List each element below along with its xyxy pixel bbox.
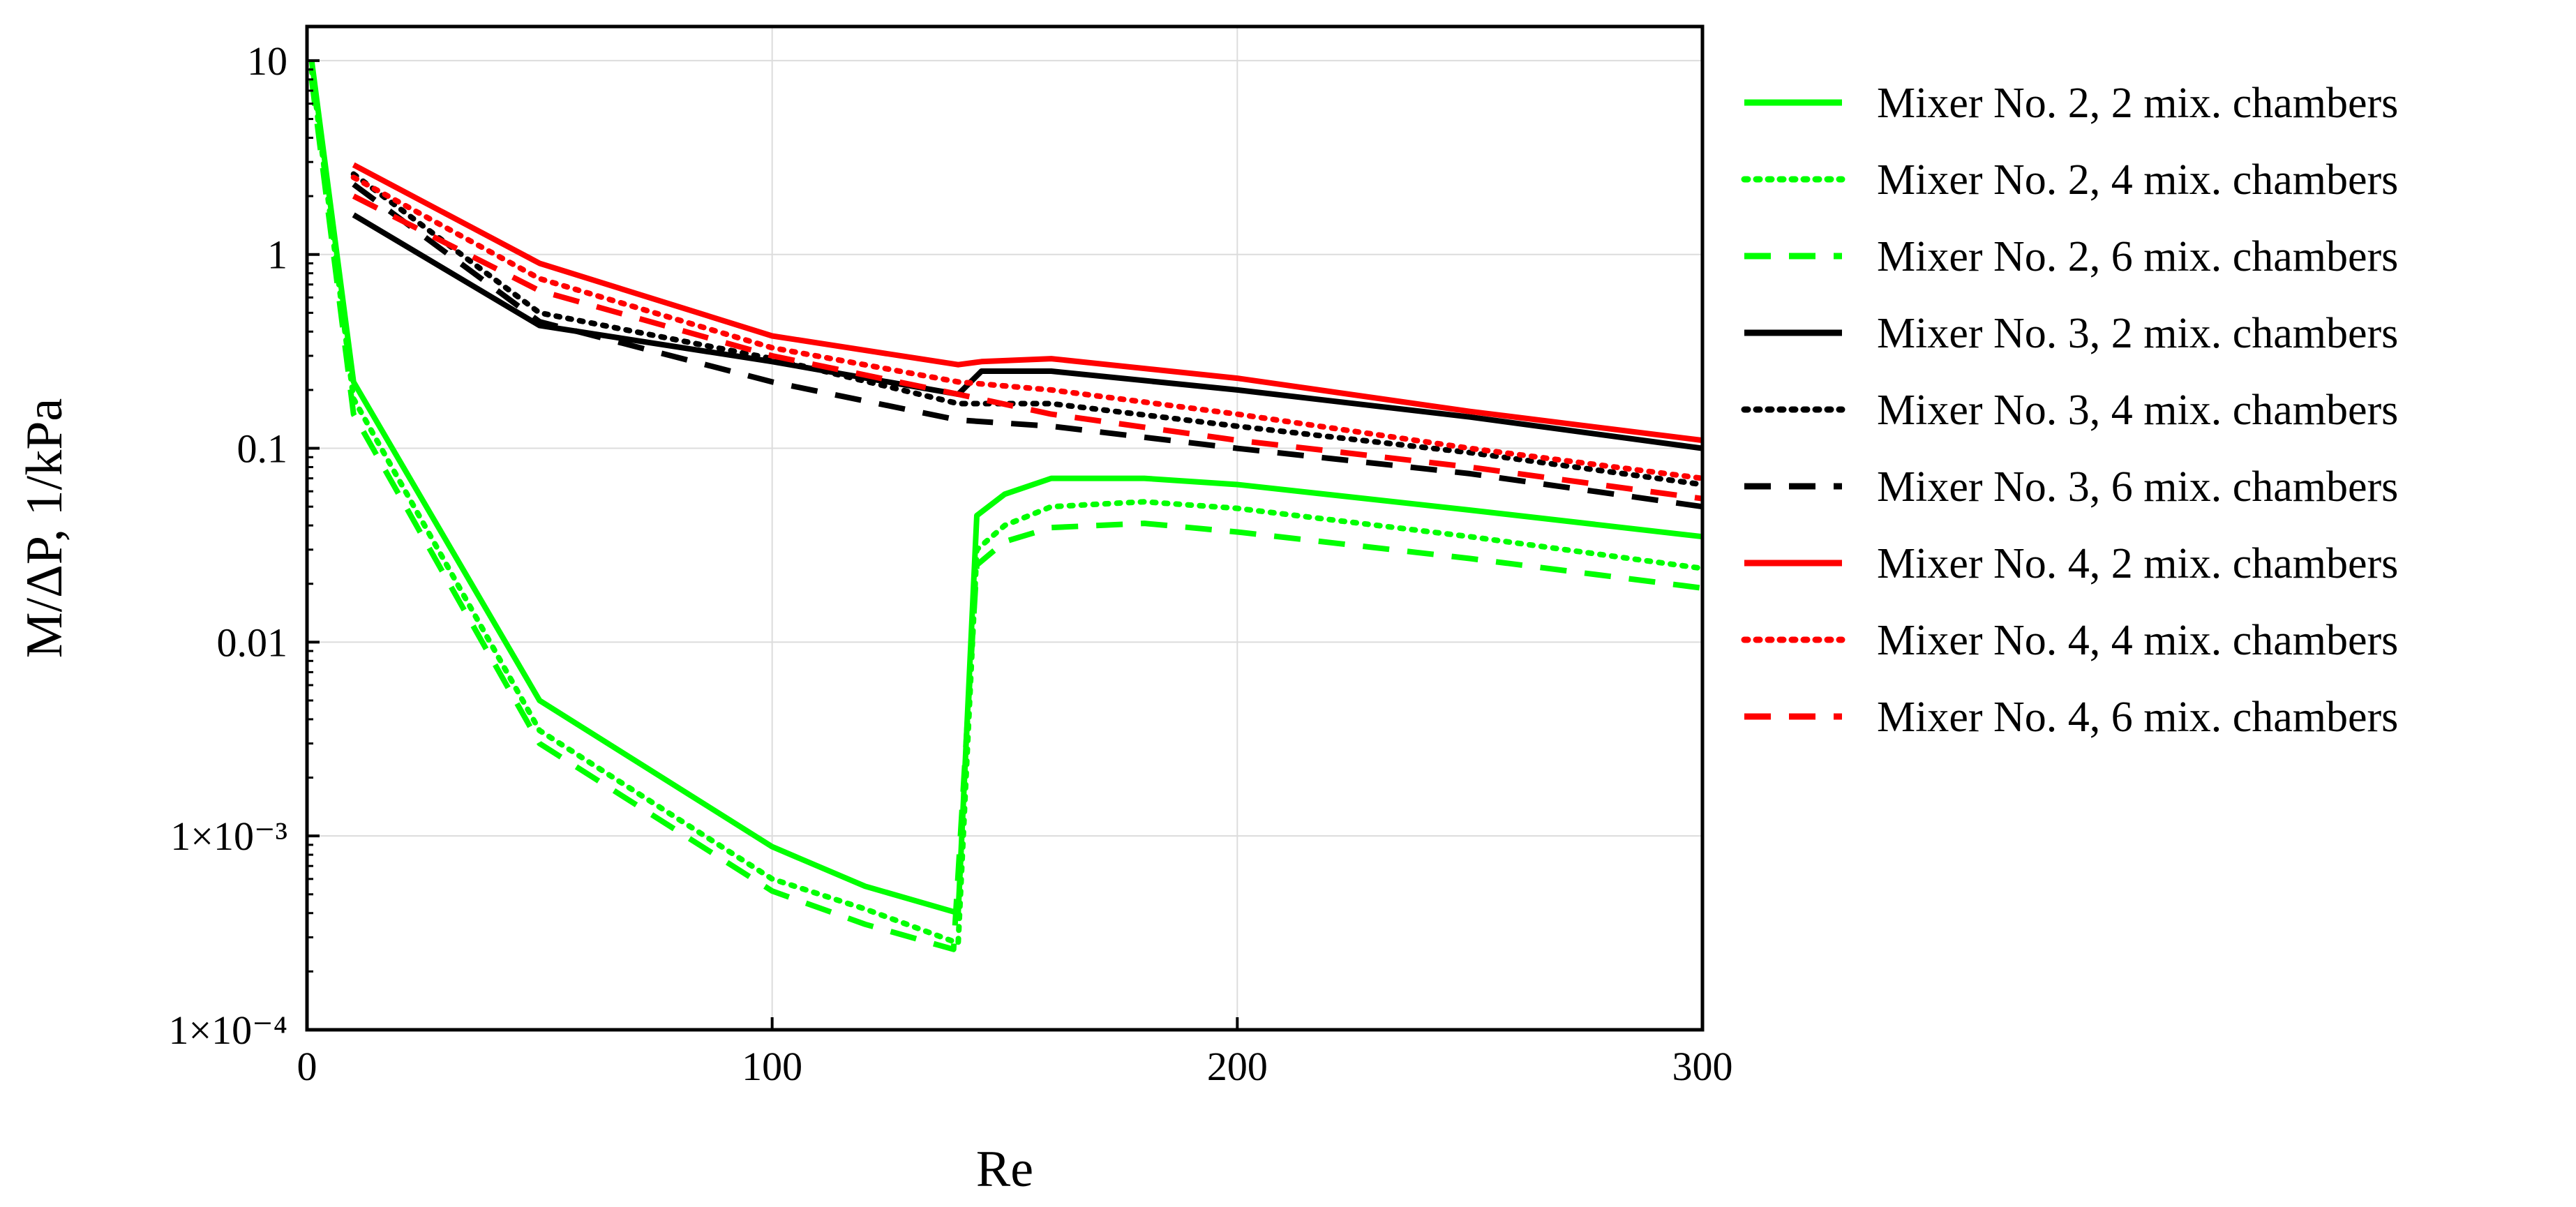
y-tick-label: 0.01 [217,620,288,665]
grid [307,27,1702,1030]
x-tick-label: 200 [1207,1044,1268,1089]
legend-label-8: Mixer No. 4, 4 mix. chambers [1877,617,2398,664]
legend-label-3: Mixer No. 2, 6 mix. chambers [1877,233,2398,280]
series-line-5 [350,171,1705,488]
x-tick-label: 0 [297,1044,317,1089]
series-line-8 [350,174,1705,481]
y-axis-label: M/ΔP, 1/kPa [16,398,73,658]
legend-label-7: Mixer No. 4, 2 mix. chambers [1877,540,2398,587]
series-line-6 [352,181,1703,510]
series-line-3 [308,79,1703,952]
legend-label-1: Mixer No. 2, 2 mix. chambers [1877,80,2398,127]
legend-label-6: Mixer No. 3, 6 mix. chambers [1877,463,2398,511]
series-line-1 [308,60,1703,916]
y-tick-label: 1×10⁻⁴ [168,1007,287,1053]
series-line-2 [308,66,1705,946]
legend-label-4: Mixer No. 3, 2 mix. chambers [1877,310,2398,357]
series-line-4 [352,212,1703,451]
x-tick-label: 100 [742,1044,802,1089]
axes: 0 100 200 300 10 1 0.1 0.01 1×10⁻³ 1×10⁻⁴ [168,38,1732,1089]
legend-label-5: Mixer No. 3, 4 mix. chambers [1877,387,2398,434]
y-tick-label: 0.1 [237,426,288,472]
y-tick-label: 10 [247,38,287,84]
series-line-7 [352,162,1703,444]
plot-frame [305,24,1705,1032]
legend-label-9: Mixer No. 4, 6 mix. chambers [1877,694,2398,741]
series-line-9 [352,193,1703,502]
y-tick-label: 1 [267,232,287,278]
legend: Mixer No. 2, 2 mix. chambers Mixer No. 2,… [1741,80,2398,741]
series-lines [308,60,1705,952]
y-tick-label: 1×10⁻³ [170,814,287,859]
legend-label-2: Mixer No. 2, 4 mix. chambers [1877,156,2398,204]
x-tick-label: 300 [1672,1044,1733,1089]
x-axis-label: Re [976,1141,1033,1198]
